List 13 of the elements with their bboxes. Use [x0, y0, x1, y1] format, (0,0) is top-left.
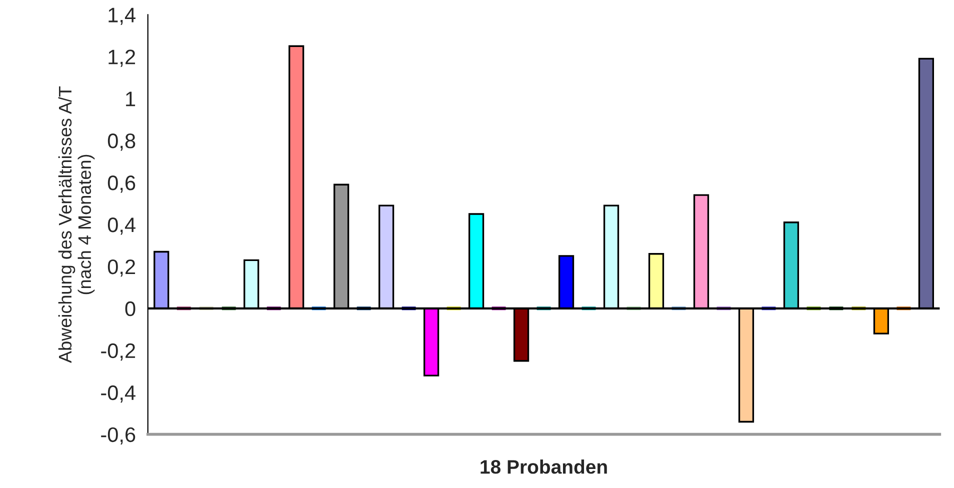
y-tick-label: 0 — [125, 301, 136, 316]
y-tick-label: 1 — [126, 92, 136, 106]
y-tick-label: 0,2 — [108, 259, 136, 277]
y-tick-label: 1,4 — [108, 8, 136, 25]
y-tick-label: 1,2 — [108, 50, 136, 67]
y-tick-label: 0,8 — [108, 134, 136, 151]
y-tick-label: -0,6 — [101, 427, 136, 445]
x-axis-title: 18 Probanden — [480, 460, 607, 474]
y-tick-label: 0,6 — [108, 176, 136, 193]
y-tick-label: 0,4 — [108, 217, 136, 235]
y-axis-title: Abweichung des Verhältnisses A/T (nach 4 Monaten) — [58, 86, 95, 363]
y-tick-label: -0,2 — [101, 343, 136, 361]
y-tick-label: -0,4 — [101, 385, 136, 403]
